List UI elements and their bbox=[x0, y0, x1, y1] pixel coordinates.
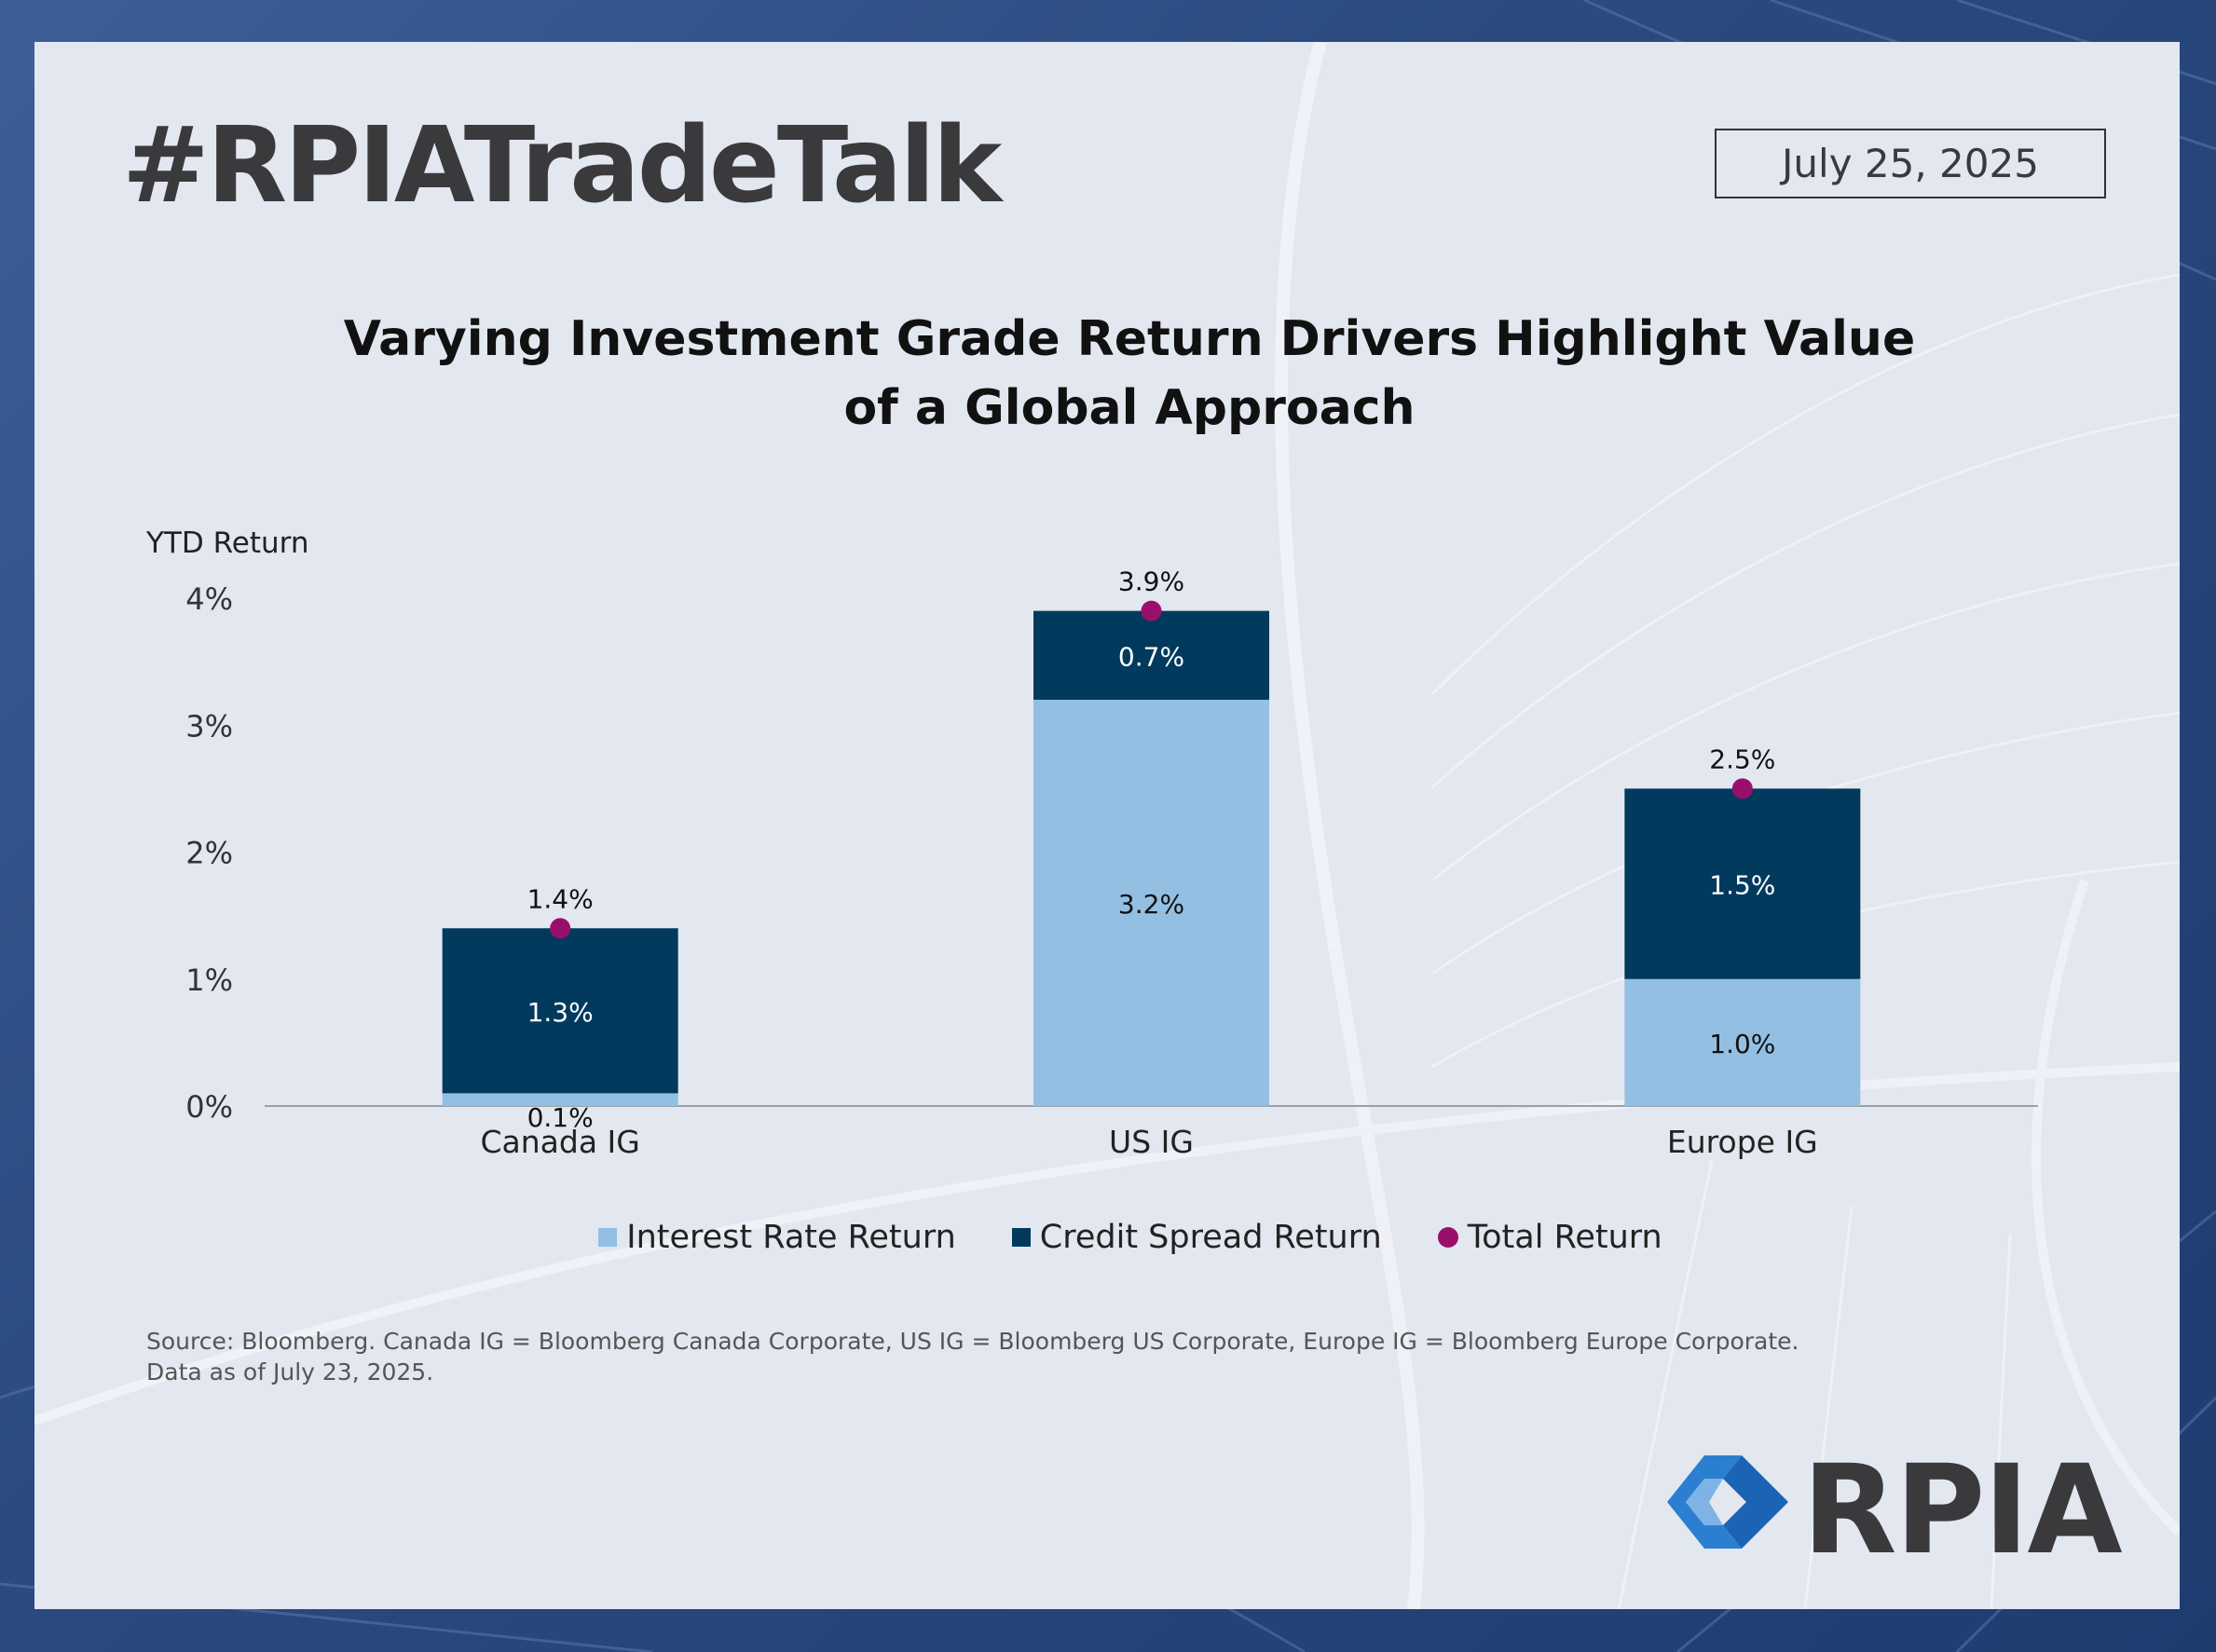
bar-credit-spread bbox=[1624, 788, 1861, 979]
bar-interest-rate bbox=[1033, 700, 1269, 1106]
chart-legend: Interest Rate Return Credit Spread Retur… bbox=[34, 1219, 2180, 1256]
legend-item-credit-spread: Credit Spread Return bbox=[1011, 1219, 1382, 1256]
y-tick-label: 2% bbox=[185, 836, 233, 871]
data-label-credit-spread: 1.3% bbox=[527, 997, 594, 1028]
legend-item-total: Total Return bbox=[1437, 1219, 1662, 1256]
bar-interest-rate bbox=[1624, 978, 1861, 1106]
legend-label-interest-rate: Interest Rate Return bbox=[626, 1219, 956, 1256]
y-tick-label: 1% bbox=[185, 963, 233, 998]
source-line-1: Source: Bloomberg. Canada IG = Bloomberg… bbox=[146, 1328, 1799, 1355]
legend-label-total: Total Return bbox=[1467, 1219, 1662, 1256]
source-note: Source: Bloomberg. Canada IG = Bloomberg… bbox=[146, 1326, 2103, 1387]
content-panel: #RPIATradeTalk July 25, 2025 Varying Inv… bbox=[34, 42, 2180, 1609]
total-return-marker bbox=[1141, 600, 1162, 621]
data-label-interest-rate: 0.1% bbox=[527, 1102, 594, 1133]
rpia-diamond-logo-icon bbox=[1667, 1455, 1788, 1549]
y-tick-label: 4% bbox=[185, 581, 233, 617]
data-label-total: 2.5% bbox=[1709, 744, 1775, 774]
bar-credit-spread bbox=[442, 928, 678, 1094]
total-return-marker bbox=[550, 918, 571, 939]
legend-marker-total bbox=[1437, 1227, 1458, 1248]
x-tick-label: US IG bbox=[1109, 1124, 1194, 1160]
data-label-total: 3.9% bbox=[1118, 567, 1184, 597]
bar-credit-spread bbox=[1033, 610, 1269, 700]
chart-title: Varying Investment Grade Return Drivers … bbox=[221, 305, 2038, 443]
date-badge: July 25, 2025 bbox=[1715, 129, 2106, 198]
data-label-credit-spread: 0.7% bbox=[1118, 641, 1184, 672]
logo-text: RPIA bbox=[1802, 1439, 2123, 1582]
hashtag-title: #RPIATradeTalk bbox=[122, 105, 1002, 226]
total-return-marker bbox=[1731, 778, 1753, 799]
chart-title-line-1: Varying Investment Grade Return Drivers … bbox=[343, 311, 1916, 367]
rpia-logo: RPIA bbox=[1667, 1439, 2124, 1582]
data-label-interest-rate: 3.2% bbox=[1118, 889, 1184, 920]
chart-title-line-2: of a Global Approach bbox=[843, 380, 1416, 436]
x-tick-label: Europe IG bbox=[1667, 1124, 1818, 1160]
legend-swatch-credit-spread bbox=[1011, 1228, 1031, 1247]
data-label-credit-spread: 1.5% bbox=[1709, 870, 1775, 901]
stacked-bar-chart: YTD Return 0% 1% 2% 3% 4% 0.1% 1.3% 1.4% Canada I… bbox=[145, 526, 2038, 1160]
legend-swatch-interest-rate bbox=[598, 1228, 618, 1247]
data-label-total: 1.4% bbox=[527, 883, 594, 914]
x-tick-label: Canada IG bbox=[480, 1124, 639, 1160]
y-tick-label: 0% bbox=[185, 1089, 233, 1125]
y-axis-label: YTD Return bbox=[145, 526, 308, 560]
legend-label-credit-spread: Credit Spread Return bbox=[1039, 1219, 1382, 1256]
data-label-interest-rate: 1.0% bbox=[1709, 1029, 1775, 1059]
bar-interest-rate bbox=[442, 1093, 678, 1106]
y-tick-label: 3% bbox=[185, 708, 233, 744]
legend-item-interest-rate: Interest Rate Return bbox=[598, 1219, 956, 1256]
source-line-2: Data as of July 23, 2025. bbox=[146, 1358, 434, 1386]
